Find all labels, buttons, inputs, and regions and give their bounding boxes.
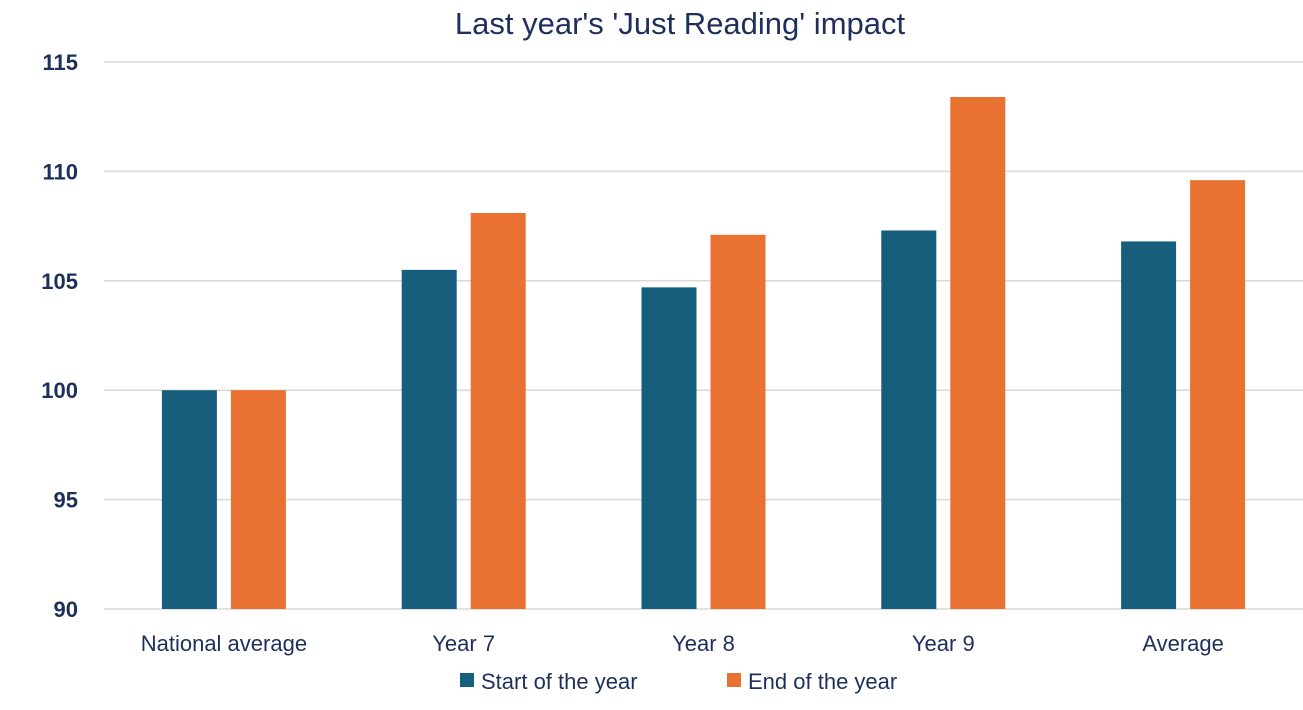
bar-start-4 xyxy=(1121,241,1177,609)
bar-start-3 xyxy=(881,230,937,609)
legend-label: Start of the year xyxy=(481,669,638,694)
legend-swatch xyxy=(460,673,474,687)
y-tick-label: 105 xyxy=(41,269,78,294)
y-tick-label: 100 xyxy=(41,378,78,403)
y-tick-label: 115 xyxy=(43,50,79,75)
bar-end-3 xyxy=(950,97,1006,610)
y-axis-ticks: 90 95 100 105 110 115 xyxy=(41,50,78,622)
y-tick-label: 110 xyxy=(43,159,79,184)
bar-end-2 xyxy=(710,234,766,610)
x-tick-label: Year 9 xyxy=(912,631,975,656)
legend: Start of the year End of the year xyxy=(460,669,897,694)
x-tick-label: Year 8 xyxy=(672,631,735,656)
bars xyxy=(161,97,1246,610)
bar-start-2 xyxy=(641,287,697,609)
y-tick-label: 95 xyxy=(54,488,78,513)
x-tick-label: Year 7 xyxy=(432,631,495,656)
x-tick-label: Average xyxy=(1142,631,1224,656)
x-tick-label: National average xyxy=(141,631,307,656)
chart-title: Last year's 'Just Reading' impact xyxy=(455,6,906,41)
legend-label: End of the year xyxy=(748,669,897,694)
bar-start-0 xyxy=(161,390,217,609)
bar-start-1 xyxy=(401,269,457,609)
y-tick-label: 90 xyxy=(54,597,78,622)
bar-end-4 xyxy=(1190,180,1246,610)
x-axis-ticks: National average Year 7 Year 8 Year 9 Averag… xyxy=(141,631,1224,656)
legend-swatch xyxy=(727,673,741,687)
gridlines xyxy=(104,61,1303,610)
bar-end-1 xyxy=(470,212,526,610)
bar-end-0 xyxy=(230,390,286,609)
